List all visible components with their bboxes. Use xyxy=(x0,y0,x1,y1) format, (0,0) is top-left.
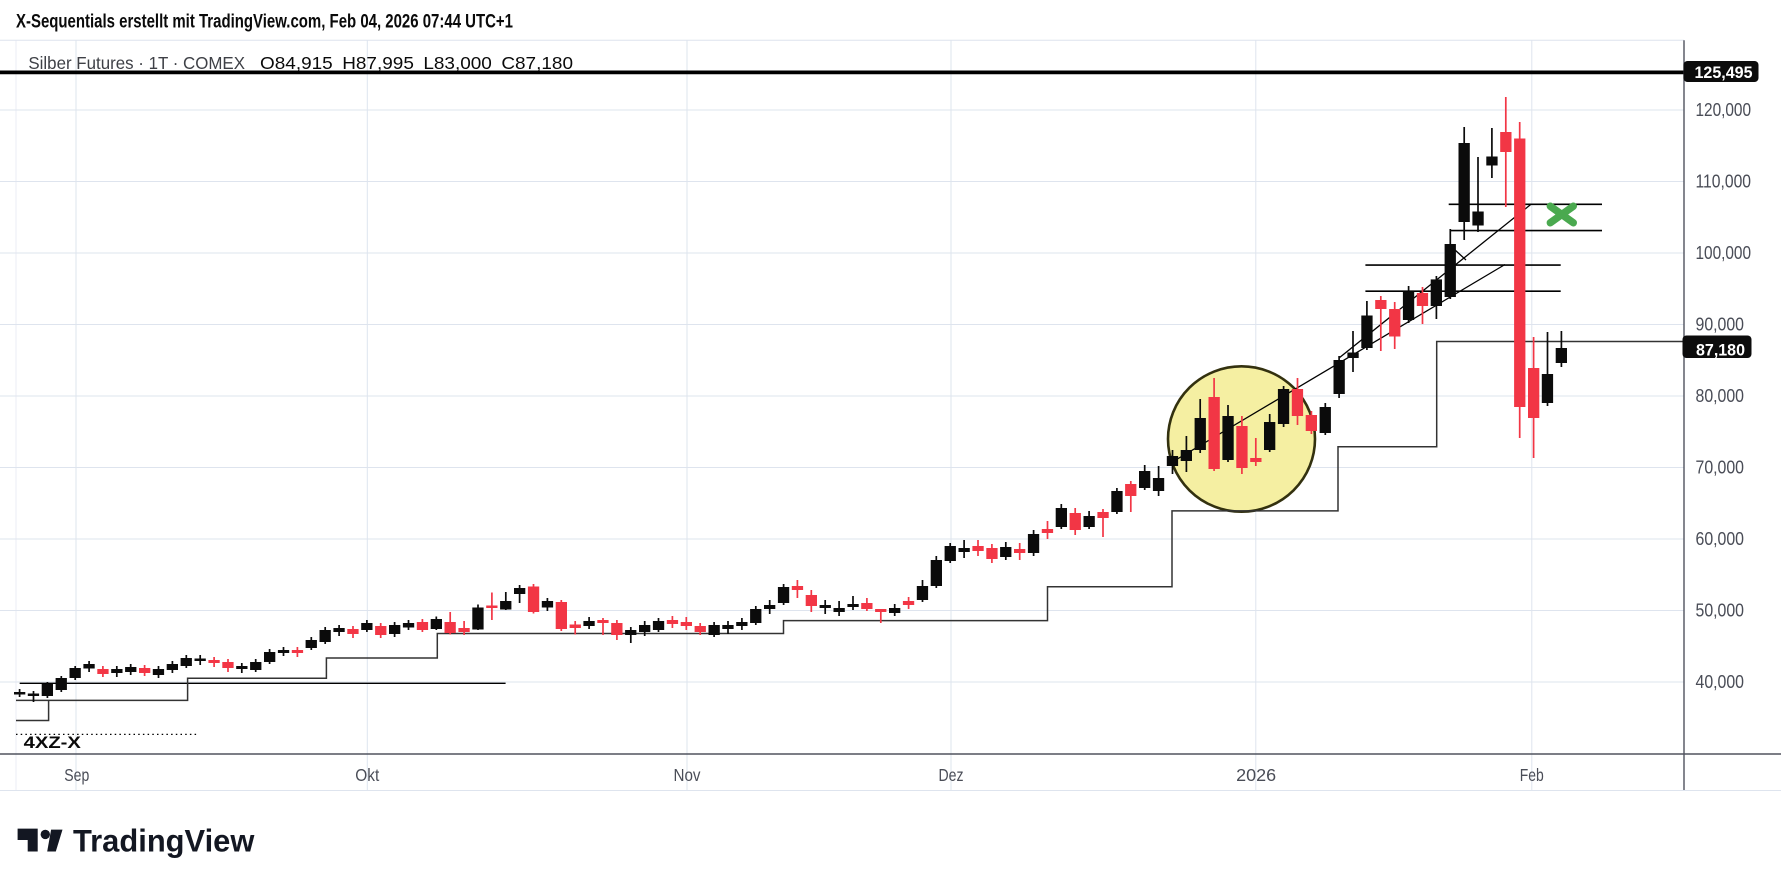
svg-text:Okt: Okt xyxy=(355,765,379,785)
svg-text:Feb: Feb xyxy=(1520,765,1544,785)
svg-text:Silber Futures · 1T · COMEX: Silber Futures · 1T · COMEX xyxy=(28,53,245,73)
svg-text:80,000: 80,000 xyxy=(1696,385,1745,406)
svg-text:50,000: 50,000 xyxy=(1696,599,1745,620)
svg-text:120,000: 120,000 xyxy=(1696,99,1752,120)
svg-text:40,000: 40,000 xyxy=(1696,671,1745,692)
svg-text:Nov: Nov xyxy=(674,765,701,785)
svg-text:O84,915 H87,995 L83,000 C87,18: O84,915 H87,995 L83,000 C87,180 xyxy=(260,53,573,73)
svg-text:100,000: 100,000 xyxy=(1696,242,1752,263)
svg-text:TradingView: TradingView xyxy=(73,823,255,859)
svg-text:Dez: Dez xyxy=(939,765,964,785)
svg-text:Sep: Sep xyxy=(64,765,89,785)
svg-text:87,180: 87,180 xyxy=(1696,341,1745,360)
svg-text:2026: 2026 xyxy=(1236,765,1276,785)
svg-text:90,000: 90,000 xyxy=(1696,313,1745,334)
svg-text:60,000: 60,000 xyxy=(1696,528,1745,549)
svg-text:70,000: 70,000 xyxy=(1696,456,1745,477)
svg-text:4XZ-X: 4XZ-X xyxy=(24,734,81,752)
svg-text:X-Sequentials erstellt mit Tra: X-Sequentials erstellt mit TradingView.c… xyxy=(16,12,513,33)
svg-text:110,000: 110,000 xyxy=(1696,170,1752,191)
svg-text:125,495: 125,495 xyxy=(1695,63,1753,82)
